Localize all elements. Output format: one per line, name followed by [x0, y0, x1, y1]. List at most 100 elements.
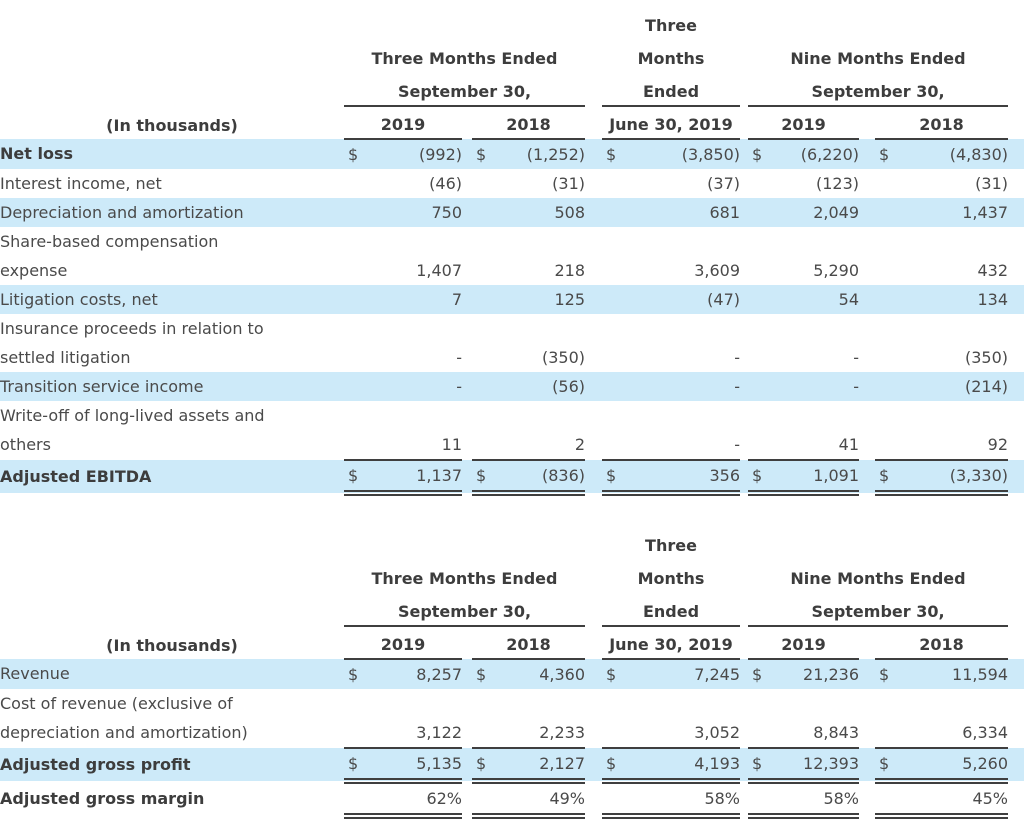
cell-value: 1,091	[813, 465, 859, 485]
header-label-spacer	[0, 592, 344, 626]
empty-cell	[875, 401, 1008, 430]
dollar-value-pair: $5,260	[875, 754, 1008, 774]
header-gap	[585, 106, 602, 139]
dollar-value-pair: $ (4,830)	[875, 145, 1008, 165]
cell-group: $4,360	[472, 659, 585, 689]
dollar-value-pair: $ (1,252)	[472, 145, 585, 165]
adjusted-gross-profit-table: Three Three Months Ended Months Nine Months…	[0, 524, 1024, 819]
empty-cell	[748, 401, 859, 430]
column-gap	[585, 430, 602, 460]
cell-value: 681	[709, 202, 740, 222]
empty-cell	[602, 314, 740, 343]
table-row: others 11 2-41 92	[0, 430, 1024, 461]
cell-group: $ (1,252)	[472, 139, 585, 169]
header-trail-spacer	[1008, 626, 1024, 659]
header-gap	[585, 4, 602, 39]
empty-cell	[859, 401, 875, 430]
row-label: Depreciation and amortization	[0, 202, 244, 222]
cell-value: 8,257	[416, 664, 462, 684]
table-row-labelwrap: Cost of revenue (exclusive of	[0, 689, 1024, 718]
table-row: Interest income, net (46) (31) (37) (123) (31…	[0, 169, 1024, 198]
table-row: Depreciation and amortization 750 508 681 2,…	[0, 198, 1024, 227]
column-gap	[462, 372, 472, 401]
column-gap	[740, 430, 748, 460]
cell-value: -	[734, 376, 740, 396]
empty-cell	[585, 689, 602, 718]
cell-value: (3,850)	[681, 144, 740, 164]
cell-value: (6,220)	[800, 144, 859, 164]
row-label: Cost of revenue (exclusive of	[0, 693, 233, 713]
cell-value: 4,360	[539, 664, 585, 684]
dollar-sign: $	[752, 144, 763, 164]
row-trail-spacer	[1008, 430, 1024, 460]
table-row: Net loss $ (992) $ (1,252) $ (3,850) $ (6,220) $ (…	[0, 139, 1024, 169]
row-label: Adjusted EBITDA	[0, 466, 152, 486]
dollar-sign: $	[348, 753, 359, 773]
table-row: Litigation costs, net 7 125 (47) 54 134	[0, 285, 1024, 314]
row-label: depreciation and amortization)	[0, 723, 248, 742]
empty-cell	[344, 401, 462, 430]
cell-value: (31)	[552, 173, 585, 193]
header-row-mid: Three Months Ended Months Nine Months Ende…	[0, 39, 1024, 72]
header-label-spacer	[0, 39, 344, 72]
table-row: depreciation and amortization) 3,122 2,233…	[0, 718, 1024, 749]
cell-value: (350)	[964, 347, 1008, 367]
cell-value: (46)	[429, 173, 462, 193]
row-label: expense	[0, 260, 68, 280]
empty-cell	[344, 227, 462, 256]
dollar-sign: $	[752, 753, 763, 773]
col-header-three-months-jun30-bottom: Ended	[602, 592, 740, 627]
header-row-top: Three	[0, 4, 1024, 39]
header-trail-spacer	[1008, 524, 1024, 559]
header-gap	[740, 106, 748, 139]
cell-value: 54	[838, 289, 859, 309]
cell-value: 58%	[602, 781, 740, 819]
col-header-nine-months-sep30-mid: Nine Months Ended	[790, 49, 966, 68]
column-gap	[740, 718, 748, 748]
cell-group: $12,393	[748, 748, 859, 784]
cell-value: (836)	[541, 465, 585, 485]
header-trail-spacer	[1008, 106, 1024, 139]
header-trail-spacer	[1008, 559, 1024, 592]
year-header: 2018	[875, 106, 1008, 140]
column-gap	[585, 198, 602, 227]
column-gap	[740, 139, 748, 169]
table-row: settled litigation - (350) - - (350)	[0, 343, 1024, 372]
row-trail-spacer	[1008, 343, 1024, 372]
column-gap	[462, 198, 472, 227]
column-gap	[859, 659, 875, 689]
column-gap	[585, 285, 602, 314]
col-header-three-months-jun30-top: Three	[645, 16, 697, 35]
cell-value: (992)	[418, 144, 462, 164]
cell-value: -	[853, 347, 859, 367]
cell-value: (3,330)	[949, 465, 1008, 485]
column-gap	[585, 748, 602, 781]
column-gap	[585, 343, 602, 372]
column-gap	[740, 285, 748, 314]
year-header: June 30, 2019	[602, 106, 740, 140]
empty-cell	[875, 314, 1008, 343]
col-header-three-months-jun30-top: Three	[645, 536, 697, 555]
header-label-spacer	[0, 524, 344, 559]
row-trail-spacer	[1008, 781, 1024, 816]
table-row: Adjusted gross profit $5,135 $2,127 $4,193 $…	[0, 748, 1024, 784]
cell-value: -	[456, 376, 462, 396]
column-gap	[859, 256, 875, 285]
cell-group: $ (4,830)	[875, 139, 1008, 169]
dollar-value-pair: $1,091	[748, 466, 859, 486]
dollar-value-pair: $ (836)	[472, 466, 585, 486]
row-label: Adjusted gross profit	[0, 754, 191, 774]
empty-cell	[740, 401, 748, 430]
cell-value: (4,830)	[949, 144, 1008, 164]
cell-value: 41	[748, 430, 859, 461]
column-gap	[740, 659, 748, 689]
empty-cell	[462, 314, 472, 343]
cell-group: $11,594	[875, 659, 1008, 689]
cell-value: -	[853, 376, 859, 396]
cell-value: 5,290	[813, 260, 859, 280]
dollar-sign: $	[606, 465, 617, 485]
header-gap	[462, 626, 472, 659]
col-header-nine-months-sep30-bottom: September 30,	[748, 72, 1008, 107]
empty-cell	[472, 314, 585, 343]
adjusted-ebitda-reconciliation-table: Three Three Months Ended Months Nine Months…	[0, 4, 1024, 496]
